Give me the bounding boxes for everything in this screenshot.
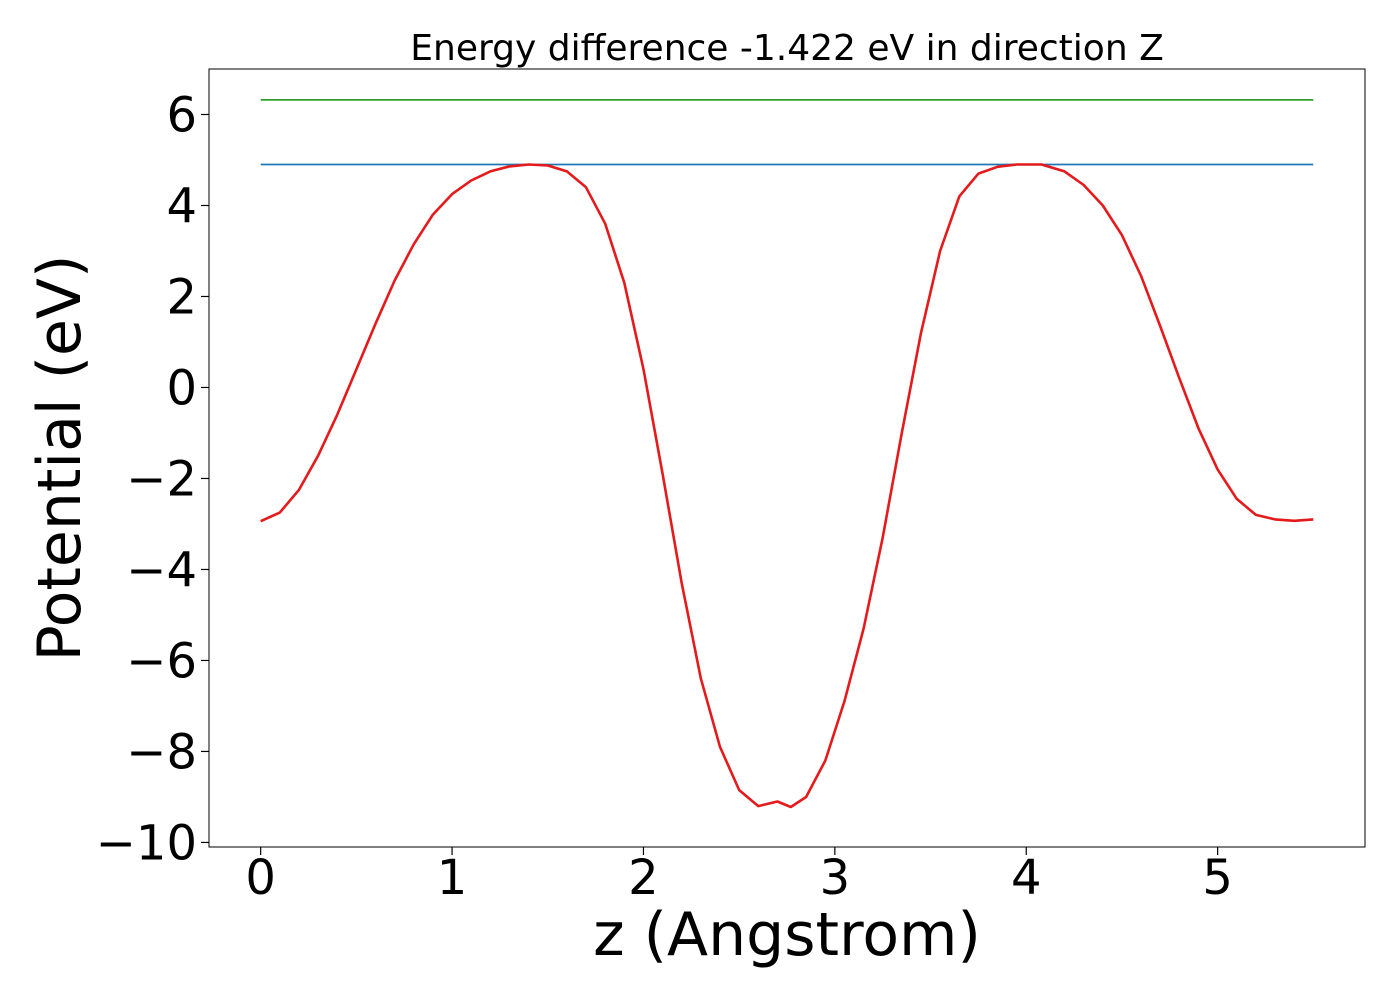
y-tick-label: 6 <box>166 87 197 143</box>
y-tick-label: −4 <box>126 542 197 598</box>
y-tick-label: −10 <box>96 815 197 871</box>
y-tick-label: 0 <box>166 360 197 416</box>
x-tick-label: 5 <box>1202 850 1233 906</box>
series-layer <box>260 99 1314 809</box>
x-tick-label: 1 <box>437 850 468 906</box>
y-axis-title: Potential (eV) <box>25 255 95 662</box>
x-axis-title: z (Angstrom) <box>593 900 981 970</box>
y-ticks: −10 −8 −6 −4 −2 0 2 4 6 <box>96 87 209 871</box>
x-ticks: 0 1 2 3 4 5 <box>245 847 1233 906</box>
y-tick-label: −6 <box>126 633 197 689</box>
y-tick-label: 2 <box>166 269 197 325</box>
x-tick-label: 0 <box>245 850 276 906</box>
series-line-2 <box>260 163 1314 809</box>
y-tick-label: −2 <box>126 451 197 507</box>
y-tick-label: 4 <box>166 178 197 234</box>
x-tick-label: 2 <box>628 850 659 906</box>
x-tick-label: 4 <box>1011 850 1042 906</box>
chart-title: Energy difference -1.422 eV in direction… <box>410 28 1164 69</box>
y-tick-label: −8 <box>126 724 197 780</box>
x-tick-label: 3 <box>820 850 851 906</box>
plot-frame <box>208 68 1366 848</box>
